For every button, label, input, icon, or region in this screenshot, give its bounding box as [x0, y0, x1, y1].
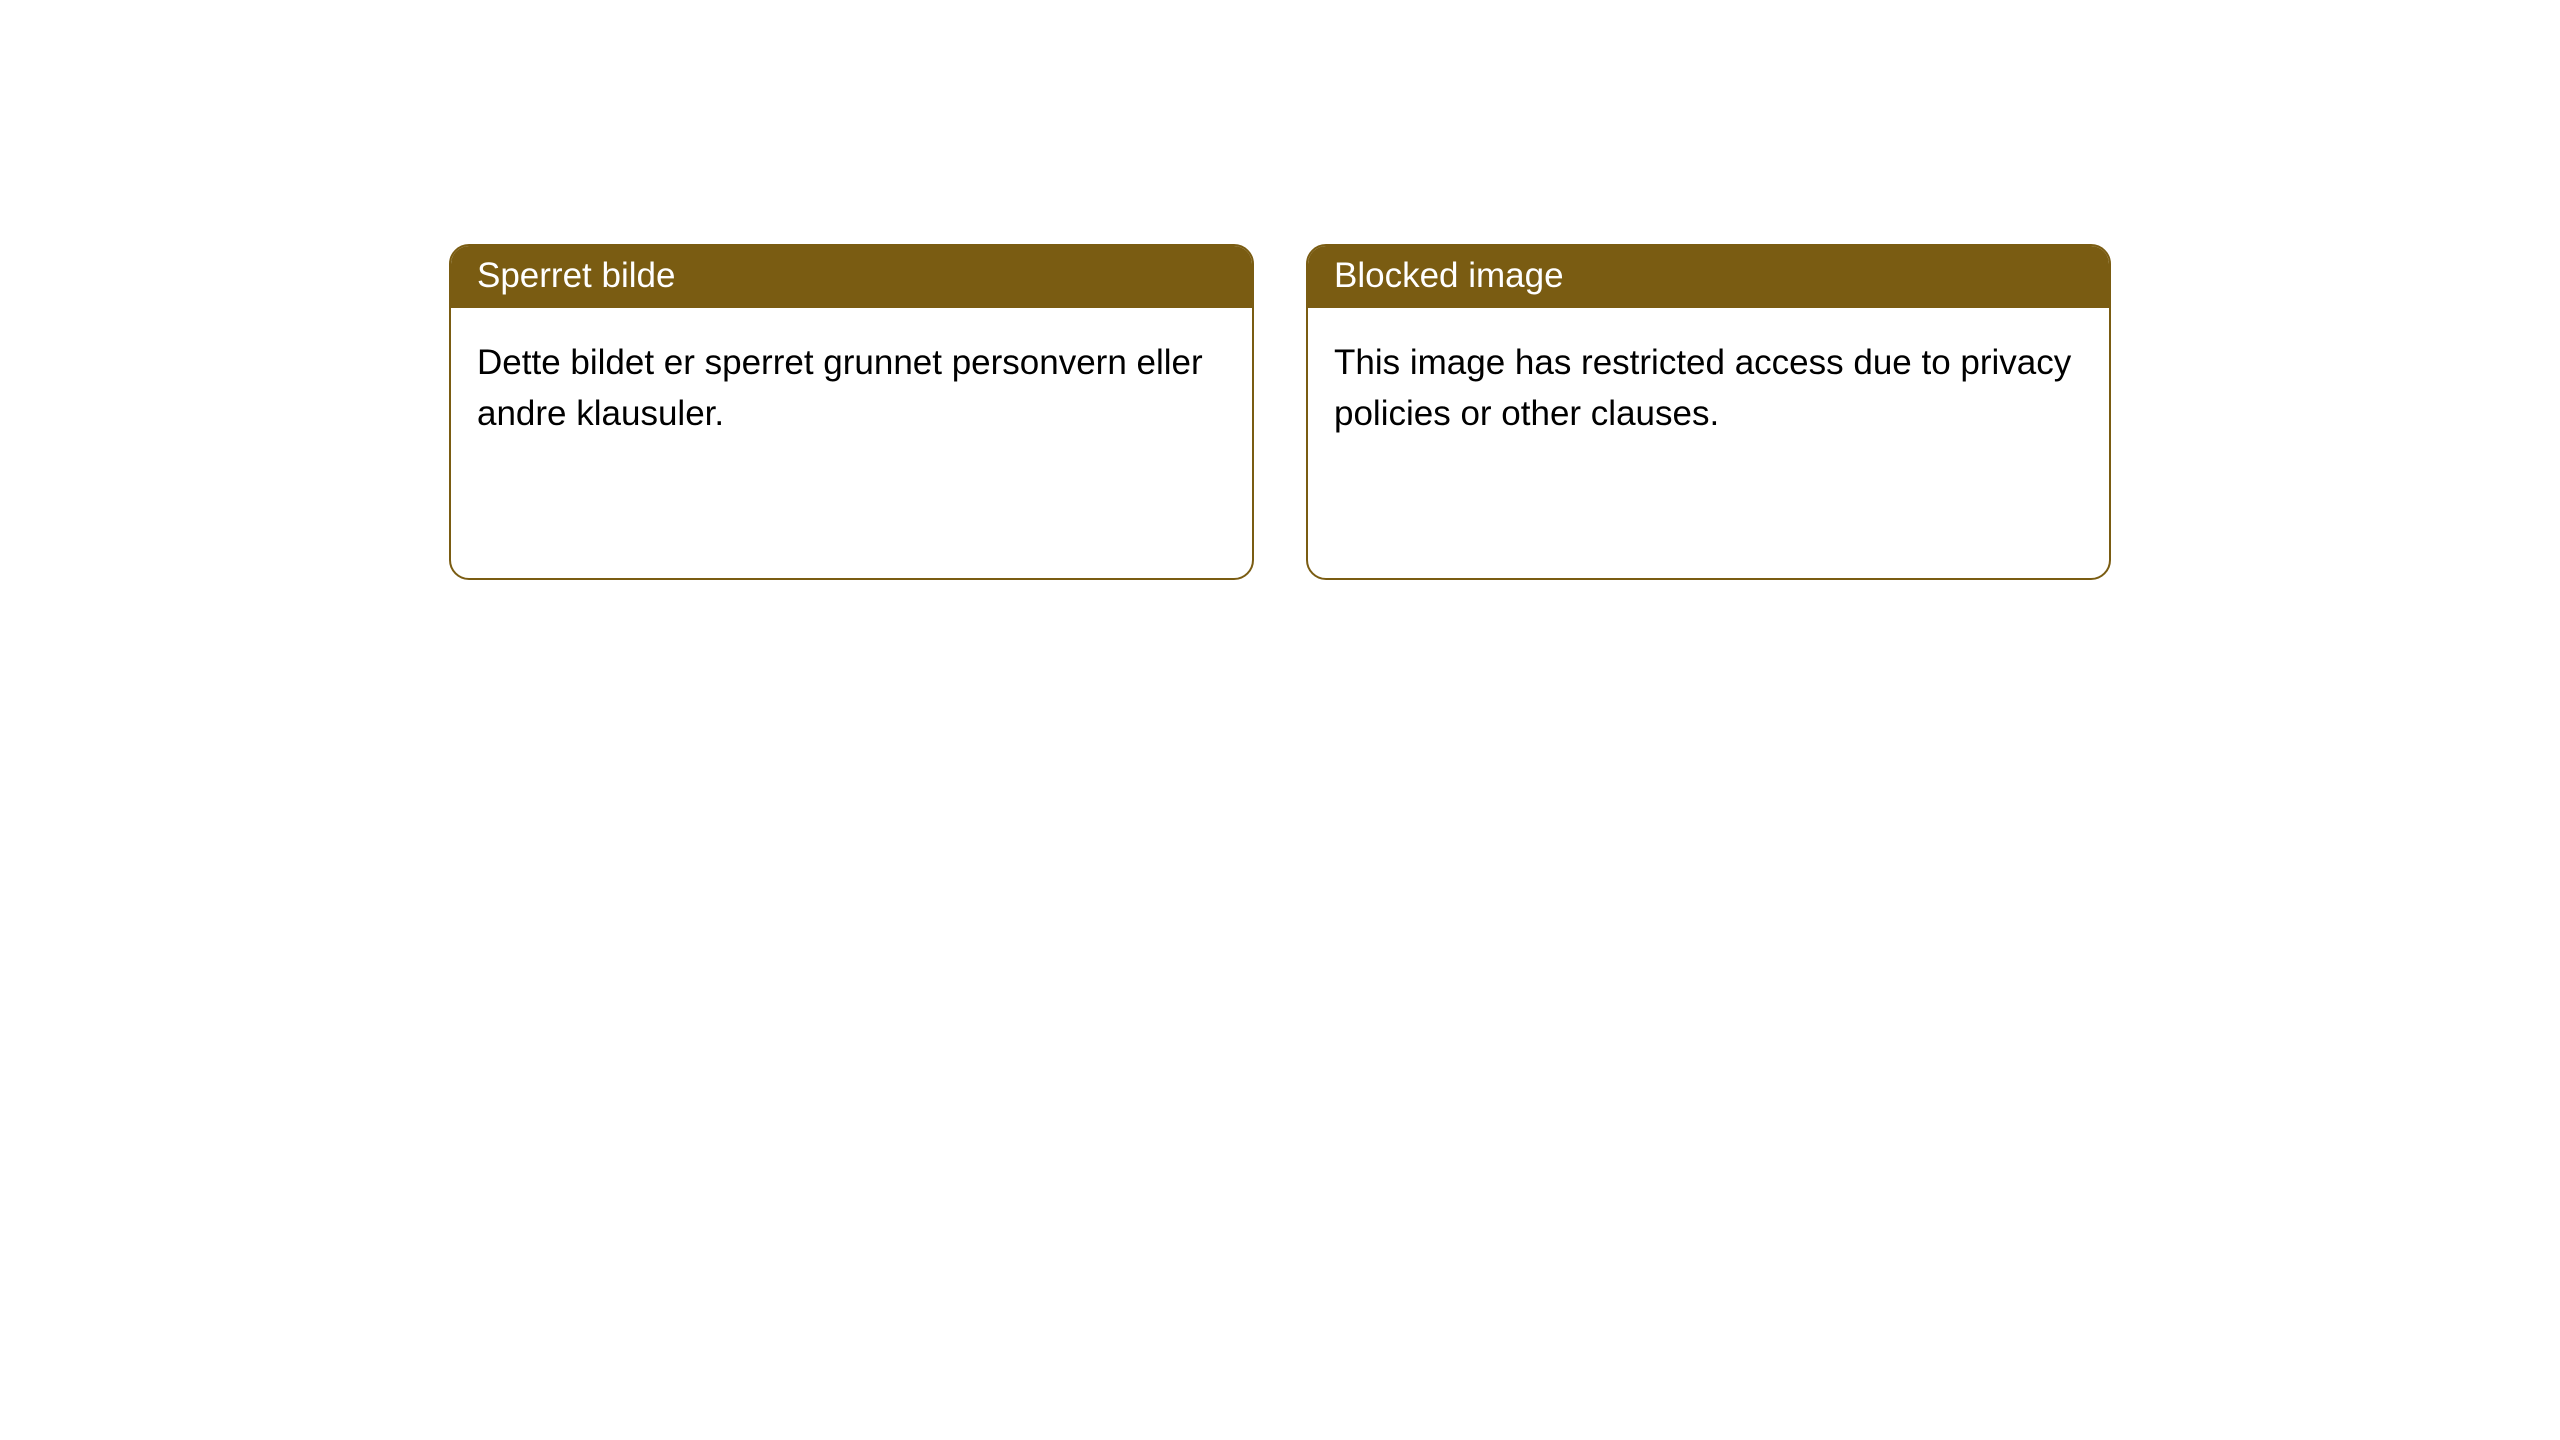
notice-card-title: Blocked image [1334, 256, 1564, 295]
notice-card-body: Dette bildet er sperret grunnet personve… [451, 308, 1252, 470]
notice-card-title: Sperret bilde [477, 256, 675, 295]
notice-card-en: Blocked image This image has restricted … [1306, 244, 2111, 580]
notice-card-text: Dette bildet er sperret grunnet personve… [477, 343, 1203, 433]
notice-card-header: Sperret bilde [451, 246, 1252, 308]
notice-card-header: Blocked image [1308, 246, 2109, 308]
notice-card-no: Sperret bilde Dette bildet er sperret gr… [449, 244, 1254, 580]
notice-card-text: This image has restricted access due to … [1334, 343, 2071, 433]
notice-card-body: This image has restricted access due to … [1308, 308, 2109, 470]
notice-container: Sperret bilde Dette bildet er sperret gr… [0, 0, 2560, 580]
